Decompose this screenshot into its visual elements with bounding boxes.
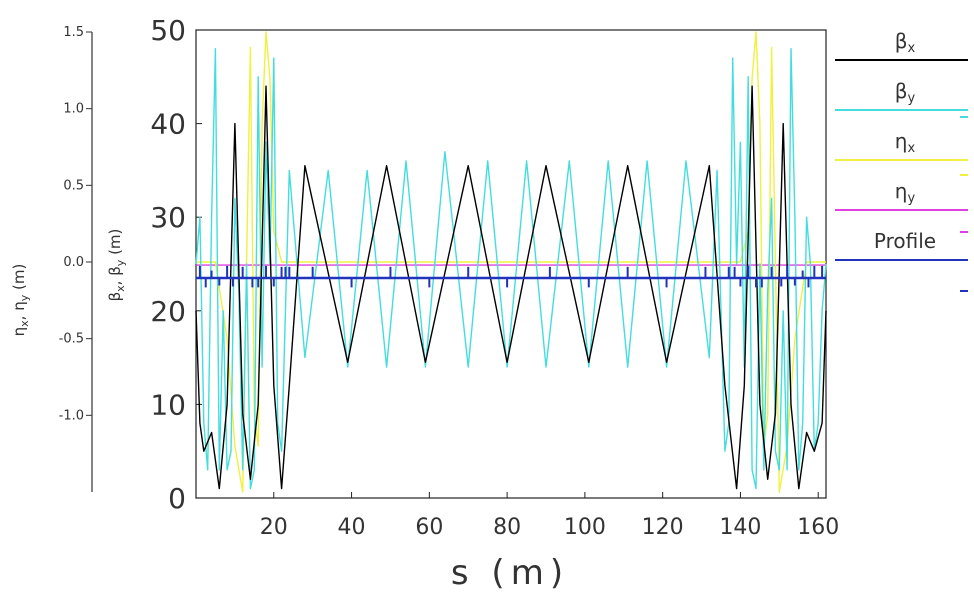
eta-tick-label: 0.5: [63, 178, 84, 193]
eta-tick-label: -1.0: [59, 408, 84, 423]
s-tick-label: 60: [415, 515, 443, 540]
beta-tick-label: 50: [150, 14, 186, 47]
s-tick-label: 100: [564, 515, 606, 540]
series-etax-line: [196, 31, 826, 493]
s-tick-label: 120: [642, 515, 684, 540]
series-profile: [196, 265, 826, 288]
beta-tick-label: 30: [150, 201, 186, 234]
eta-tick-label: 1.5: [63, 25, 84, 40]
eta-axis-ticks: -1.0 -0.5 0.0 0.5 1.0 1.5: [59, 25, 92, 423]
legend-item-etay: ηy​: [835, 179, 968, 211]
beta-tick-label: 10: [150, 388, 186, 421]
series-betay-line: [195, 48, 827, 490]
series-betax-line: [195, 85, 827, 490]
eta-tick-label: 1.0: [63, 102, 84, 117]
eta-axis-label: ηx​, ηy​ (m): [10, 264, 31, 337]
s-tick-label: 20: [260, 515, 288, 540]
legend-label: βy​: [895, 79, 916, 106]
s-tick-label: 80: [493, 515, 521, 540]
series-group: [195, 31, 827, 493]
s-axis-label: s (m): [451, 553, 569, 593]
legend-label: βx​: [895, 29, 916, 56]
s-axis-ticks: 20 40 60 80 100 120 140 160: [260, 492, 839, 540]
s-tick-label: 160: [797, 515, 839, 540]
beta-tick-label: 40: [150, 108, 186, 141]
beta-tick-label: 0: [168, 482, 186, 515]
eta-tick-label: 0.0: [63, 255, 84, 270]
s-tick-label: 140: [719, 515, 761, 540]
legend-label: ηy​: [895, 179, 916, 206]
legend-item-profile: Profile: [835, 229, 968, 261]
beta-tick-label: 20: [150, 295, 186, 328]
beta-axis-label: βx​, βy​ (m): [106, 229, 127, 302]
legend-item-etax: ηx​: [835, 129, 968, 161]
s-tick-label: 40: [338, 515, 366, 540]
eta-tick-label: -0.5: [59, 332, 84, 347]
legend-item-betax: βx​: [835, 29, 968, 61]
legend-label: ηx​: [895, 129, 916, 156]
legend-item-betay: βy​: [835, 79, 968, 111]
legend: βx​ βy​ ηx​ ηy​ Profile: [835, 29, 968, 292]
plot-frame: [195, 29, 827, 499]
beta-axis-ticks: 0 10 20 30 40 50: [150, 14, 202, 515]
legend-label: Profile: [874, 229, 936, 253]
